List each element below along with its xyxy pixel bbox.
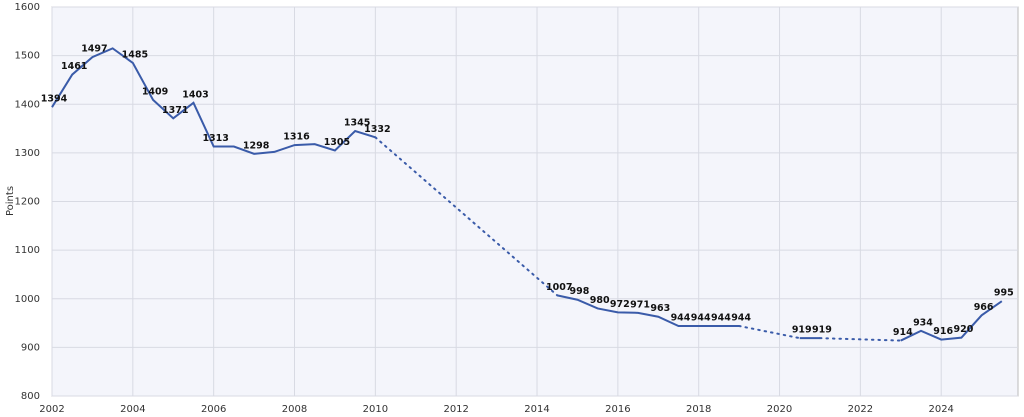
y-tick-label: 800 [21,391,40,402]
value-label: 1461 [61,61,87,72]
y-tick-label: 1500 [15,51,40,62]
line [557,294,740,327]
gap-connector [374,136,559,297]
x-tick-label: 2022 [848,404,873,415]
y-tick-label: 1200 [15,197,40,208]
x-tick-label: 2016 [605,404,630,415]
x-tick-label: 2014 [524,404,549,415]
y-tick-label: 1300 [15,148,40,159]
value-label: 919 [812,325,832,336]
x-tick-label: 2012 [443,404,468,415]
line [900,300,1003,342]
x-tick-label: 2020 [767,404,792,415]
value-label: 1007 [546,282,572,293]
y-tick-label: 1100 [15,245,40,256]
x-tick-label: 2024 [928,404,953,415]
value-label: 966 [974,302,994,313]
x-tick-label: 2018 [686,404,711,415]
value-label: 971 [630,299,650,310]
value-label: 963 [650,303,670,314]
value-label: 1345 [344,117,370,128]
value-label: 980 [590,295,610,306]
value-label: 1485 [122,49,148,60]
value-label: 1403 [182,89,208,100]
x-tick-label: 2004 [120,404,145,415]
value-label: 1497 [81,44,107,55]
value-label: 972 [610,299,630,310]
value-label: 1316 [283,132,310,143]
value-label: 1305 [324,137,350,148]
value-label: 1313 [202,133,228,144]
value-label: 998 [570,286,590,297]
value-label: 914 [893,327,913,338]
y-axis-label: Points [5,186,16,216]
value-label: 920 [953,324,973,335]
y-tick-label: 1000 [15,294,40,305]
value-label: 944 [691,312,711,323]
value-label: 1298 [243,140,270,151]
gap-connector [818,337,902,342]
value-label: 944 [711,312,731,323]
value-label: 944 [731,312,751,323]
value-label: 1394 [41,94,68,105]
x-tick-label: 2002 [39,404,64,415]
y-tick-label: 1400 [15,99,40,110]
y-tick-label: 900 [21,342,40,353]
value-label: 916 [933,326,953,337]
value-label: 934 [913,317,933,328]
value-label: 995 [994,288,1014,299]
value-label: 1371 [162,105,188,116]
value-label: 944 [671,312,691,323]
line [51,47,376,155]
y-tick-label: 1600 [15,2,40,13]
gap-connector [738,324,801,340]
value-label: 1409 [142,86,168,97]
x-tick-label: 2008 [282,404,307,415]
value-label: 1332 [364,124,390,135]
x-tick-label: 2006 [201,404,226,415]
value-label: 919 [792,325,812,336]
x-tick-label: 2010 [363,404,388,415]
